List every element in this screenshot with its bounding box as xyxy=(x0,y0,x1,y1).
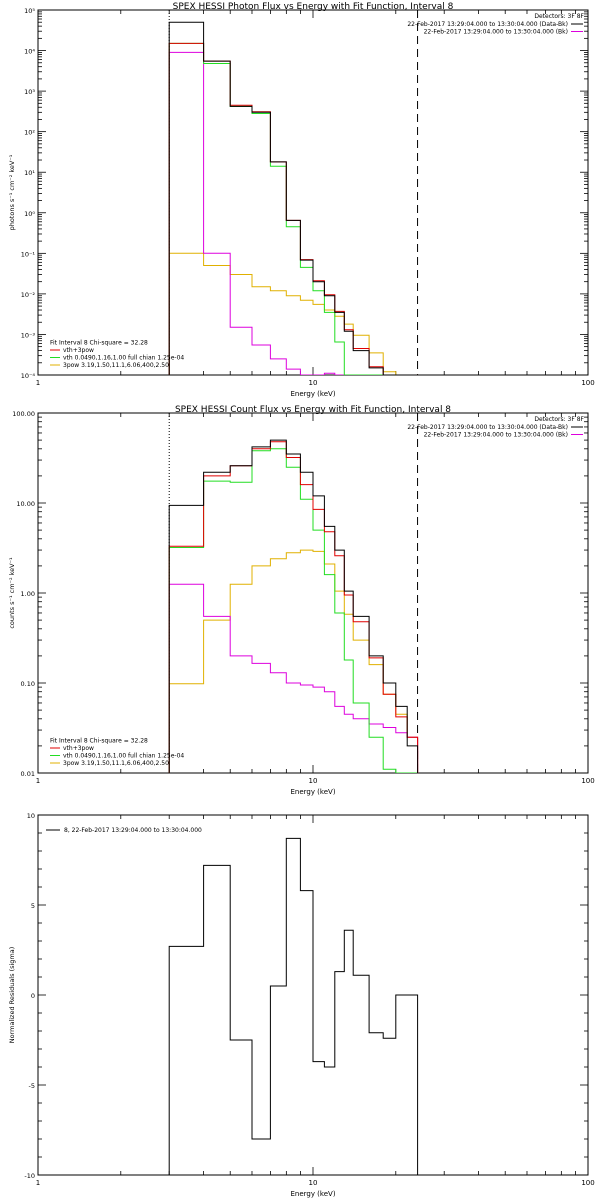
x-tick-label: 100 xyxy=(581,777,594,785)
legend-top-entry: 22-Feb-2017 13:29:04.000 to 13:30:04.000… xyxy=(407,424,568,431)
y-tick-label: 10³ xyxy=(24,88,35,96)
y-tick-label: 10⁰ xyxy=(24,210,35,218)
x-tick-label: 100 xyxy=(581,1179,594,1187)
chart-title: SPEX HESSI Photon Flux vs Energy with Fi… xyxy=(173,2,454,12)
x-axis-label: Energy (keV) xyxy=(290,390,335,398)
series-1-steps xyxy=(168,439,419,773)
y-tick-label: 10⁻² xyxy=(21,291,36,299)
chart-title: SPEX HESSI Count Flux vs Energy with Fit… xyxy=(175,405,451,415)
x-tick-label: 1 xyxy=(36,777,40,785)
x-tick-label: 100 xyxy=(581,379,594,387)
legend-bottom-entry: 3pow 3.19,1.50,11.1,6.06,400,2.50 xyxy=(63,362,169,369)
y-tick-label: 10⁵ xyxy=(24,7,35,15)
legend-bottom-entry: vth+3pow xyxy=(63,347,94,354)
x-tick-label: 10 xyxy=(309,379,318,387)
y-tick-label: 10⁻³ xyxy=(21,331,36,339)
series-1-steps xyxy=(168,21,418,375)
x-axis-label: Energy (keV) xyxy=(290,1190,335,1198)
x-tick-label: 10 xyxy=(309,777,318,785)
legend-top-entry: 8, 22-Feb-2017 13:29:04.000 to 13:30:04.… xyxy=(64,827,202,834)
x-axis-label: Energy (keV) xyxy=(290,788,335,796)
y-tick-label: 1.00 xyxy=(21,590,35,598)
y-tick-label: 0 xyxy=(31,992,35,1000)
y-tick-label: 100.00 xyxy=(12,410,35,418)
legend-top-entry: 22-Feb-2017 13:29:04.000 to 13:30:04.000… xyxy=(424,29,568,36)
legend-bottom-entry: vth 0.0490,1.16,1.00 full chian 1.25e-04 xyxy=(63,355,184,362)
detectors-label: Detectors: 3F 8F xyxy=(534,13,584,20)
x-tick-label: 1 xyxy=(36,379,40,387)
x-tick-label: 1 xyxy=(36,1179,40,1187)
chart-panel-1: SPEX HESSI Photon Flux vs Energy with Fi… xyxy=(8,2,595,398)
series-2-steps xyxy=(168,441,419,773)
chart-panel-2: SPEX HESSI Count Flux vs Energy with Fit… xyxy=(8,405,595,796)
y-tick-label: 10.00 xyxy=(16,500,35,508)
legend-bottom-title: Fit Interval 8 Chi-square = 32.28 xyxy=(50,340,148,347)
legend-bottom-entry: 3pow 3.19,1.50,11.1,6.06,400,2.50 xyxy=(63,760,169,767)
y-tick-label: 10 xyxy=(27,812,35,820)
y-axis-label: counts s⁻¹ cm⁻² keV⁻¹ xyxy=(8,557,16,629)
y-tick-label: 10² xyxy=(24,129,35,137)
legend-bottom-title: Fit Interval 8 Chi-square = 32.28 xyxy=(50,738,148,745)
chart-panel-3: 1 10 100 Energy (keV) -10 -5 0 5 10 Normalized Re… xyxy=(8,812,595,1198)
y-tick-label: 0.10 xyxy=(21,680,35,688)
series-3-steps xyxy=(168,42,418,375)
series-4-steps xyxy=(168,51,418,375)
series-4-steps xyxy=(168,583,419,773)
y-tick-label: 10⁻¹ xyxy=(21,250,36,258)
y-tick-label: 0.01 xyxy=(21,770,35,778)
legend-top-entry: 22-Feb-2017 13:29:04.000 to 13:30:04.000… xyxy=(407,21,568,28)
legend-bottom-entry: vth+3pow xyxy=(63,745,94,752)
y-axis-label: photons s⁻¹ cm⁻² keV⁻¹ xyxy=(8,154,16,230)
y-tick-label: 5 xyxy=(31,902,35,910)
y-tick-label: -5 xyxy=(29,1082,35,1090)
series-5-steps xyxy=(168,252,418,375)
series-3-steps xyxy=(168,448,418,773)
y-axis-label: Normalized Residuals (sigma) xyxy=(8,947,16,1044)
legend-bottom-entry: vth 0.0490,1.16,1.00 full chian 1.25e-04 xyxy=(63,753,184,760)
series-2-steps xyxy=(168,42,418,375)
legend-top-entry: 22-Feb-2017 13:29:04.000 to 13:30:04.000… xyxy=(424,432,568,439)
plot-frame xyxy=(37,412,589,774)
series-5-steps xyxy=(168,549,419,773)
series-1-steps xyxy=(168,837,419,1175)
detectors-label: Detectors: 3F 8F xyxy=(534,416,584,423)
y-tick-label: 10⁻⁴ xyxy=(21,372,36,380)
y-tick-label: -10 xyxy=(24,1172,35,1180)
x-tick-label: 10 xyxy=(309,1179,318,1187)
y-tick-label: 10⁴ xyxy=(24,48,35,56)
y-tick-label: 10¹ xyxy=(24,169,35,177)
plot-frame xyxy=(37,9,589,376)
